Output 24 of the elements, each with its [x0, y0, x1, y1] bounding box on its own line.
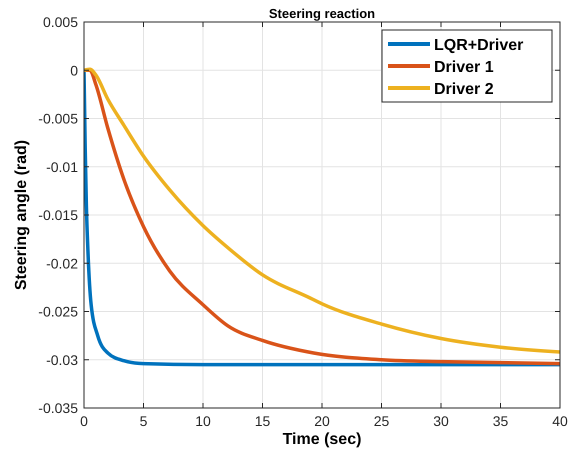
legend-label: Driver 2: [434, 81, 494, 98]
y-tick-label: -0.005: [38, 110, 78, 126]
x-tick-label: 20: [314, 413, 330, 429]
x-tick-label: 35: [492, 413, 508, 429]
y-axis-title: Steering angle (rad): [13, 140, 30, 290]
y-tick-label: -0.035: [38, 400, 78, 416]
y-tick-label: 0: [70, 62, 78, 78]
y-tick-label: -0.015: [38, 207, 78, 223]
x-tick-label: 5: [140, 413, 148, 429]
y-tick-label: -0.01: [46, 158, 78, 175]
chart-title: Steering reaction: [268, 6, 376, 21]
y-tick-label: -0.025: [38, 304, 78, 320]
y-tick-label: -0.02: [46, 255, 78, 272]
x-tick-label: 0: [80, 413, 88, 429]
y-tick-label: 0.005: [42, 14, 78, 30]
x-tick-label: 40: [552, 413, 568, 429]
y-tick-label: -0.03: [46, 352, 78, 368]
x-tick-label: 15: [254, 413, 270, 429]
x-axis-title: Time (sec): [282, 431, 362, 448]
legend-label: LQR+Driver: [434, 37, 524, 54]
x-tick-label: 10: [195, 413, 211, 429]
x-tick-label: 25: [374, 413, 390, 429]
x-tick-label: 30: [433, 413, 449, 429]
legend-label: Driver 1: [434, 59, 494, 76]
